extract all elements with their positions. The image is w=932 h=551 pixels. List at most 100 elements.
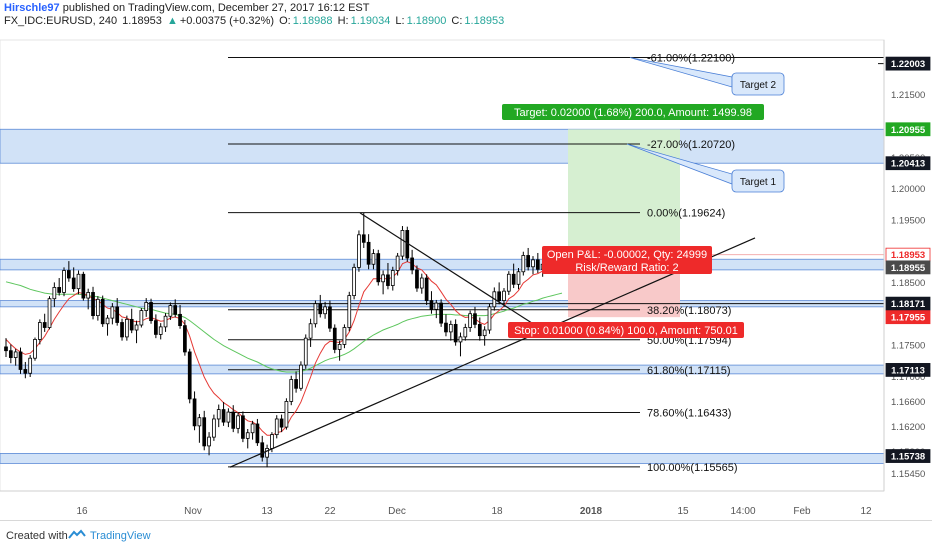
callout-box [731, 169, 785, 193]
candle-body-up [303, 337, 308, 366]
fib-label-7: 100.00%(1.15565) [647, 462, 738, 474]
candle-72 [352, 263, 356, 300]
callout-text: Target 2 [740, 80, 777, 91]
candle-93 [453, 319, 458, 346]
price-tick: 1.20000 [891, 184, 925, 195]
price-label-bg [885, 363, 931, 377]
candle-body-up [110, 306, 115, 319]
fibonacci-retracement[interactable]: -61.00%(1.22100) -27.00%(1.20720) 0.00%(1.… [148, 53, 884, 474]
candle-body-up [299, 364, 303, 389]
candle-body-down [415, 269, 419, 289]
candle-37 [183, 319, 187, 356]
candle-14 [71, 267, 76, 292]
open-label: O: [279, 15, 291, 27]
candle-27 [134, 320, 139, 344]
price-label: 1.18955 [885, 260, 931, 275]
footer-bar: Created with TradingView [0, 520, 932, 551]
price-axis[interactable]: 1.215001.210001.205001.200001.195001.190… [883, 40, 932, 491]
time-tick: 16 [76, 506, 88, 517]
time-tick: 22 [324, 506, 336, 517]
time-axis[interactable]: 16 Nov 13 22 Dec 18 2018 15 14:00 Feb 12 [0, 490, 884, 517]
candle-51 [250, 420, 255, 440]
candle-26 [129, 308, 134, 334]
fib-label-3: 38.20%(1.18073) [647, 305, 731, 317]
time-tick: Dec [388, 506, 406, 517]
price-label-bg [885, 296, 931, 311]
fib-label-1: -27.00%(1.20720) [647, 139, 735, 151]
candlestick-series [4, 212, 564, 468]
price-tick: 1.16200 [891, 422, 925, 433]
candle-62 [303, 334, 308, 369]
candle-body-up [482, 329, 487, 337]
price-label-bg [885, 122, 931, 137]
candle-81 [395, 252, 400, 276]
candle-body-up [139, 310, 144, 326]
candle-body-down [526, 255, 531, 268]
tradingview-logo-icon[interactable] [68, 529, 86, 541]
candle-36 [178, 304, 182, 329]
candle-body-up [308, 323, 313, 339]
candle-body-down [120, 322, 124, 338]
change-arrow-icon: ▲ [166, 15, 178, 27]
candle-body-up [212, 418, 216, 438]
candle-body-down [439, 302, 443, 324]
price-label-text: 1.20955 [891, 125, 926, 136]
candle-48 [236, 412, 240, 434]
label-bg [502, 104, 764, 120]
price-chart[interactable]: -61.00%(1.22100) -27.00%(1.20720) 0.00%(1.… [0, 0, 932, 520]
callout-text: Target 1 [740, 177, 777, 188]
candle-body-up [400, 230, 405, 257]
candle-34 [168, 302, 173, 320]
price-label-text: 1.18171 [891, 299, 926, 310]
candle-88 [429, 291, 434, 314]
candle-body-up [390, 270, 395, 286]
candle-65 [318, 294, 323, 318]
candle-body-down [81, 273, 86, 299]
price-label-bg [885, 156, 931, 171]
candle-70 [342, 324, 347, 349]
candle-104 [506, 271, 511, 295]
label-bg [508, 322, 744, 338]
candle-body-up [284, 401, 289, 428]
candle-body-up [226, 411, 231, 423]
candle-86 [419, 273, 424, 294]
target-label: Target: 0.02000 (1.68%) 200.0, Amount: 1… [502, 104, 764, 120]
candle-body-down [328, 306, 332, 329]
price-label-text: 1.20413 [891, 159, 925, 170]
candle-85 [415, 265, 419, 292]
tradingview-brand-link[interactable]: TradingView [90, 530, 151, 542]
target-callouts[interactable]: Target 2 Target 1 [626, 57, 785, 193]
candle-body-down [23, 369, 28, 374]
candle-11 [57, 278, 62, 296]
candle-body-up [289, 379, 294, 402]
candle-body-down [91, 292, 95, 317]
candle-54 [265, 444, 269, 468]
chart-header: Hirschle97 published on TradingView.com,… [4, 2, 904, 28]
candle-84 [410, 249, 414, 275]
price-label-bg [885, 449, 931, 463]
candle-42 [207, 432, 211, 456]
candle-30 [149, 298, 153, 324]
candle-body-up [168, 305, 173, 317]
created-with-text: Created with [6, 530, 68, 542]
candle-80 [390, 266, 395, 291]
candle-body-down [260, 442, 265, 458]
candle-92 [448, 320, 453, 341]
candle-body-down [57, 287, 62, 293]
trendlines[interactable] [229, 212, 756, 468]
candle-body-down [366, 241, 371, 265]
candle-body-up [76, 273, 81, 290]
candle-12 [62, 267, 66, 297]
candle-body-up [463, 327, 468, 338]
candle-body-up [323, 306, 327, 315]
candle-59 [289, 375, 294, 406]
author-link[interactable]: Hirschle97 [4, 2, 60, 14]
candle-3 [18, 347, 23, 374]
candle-6 [33, 337, 37, 361]
candle-33 [163, 313, 168, 332]
candle-78 [381, 270, 385, 295]
candle-body-up [236, 415, 240, 429]
candle-43 [212, 414, 216, 441]
candle-body-up [134, 324, 139, 331]
candle-76 [371, 249, 376, 270]
